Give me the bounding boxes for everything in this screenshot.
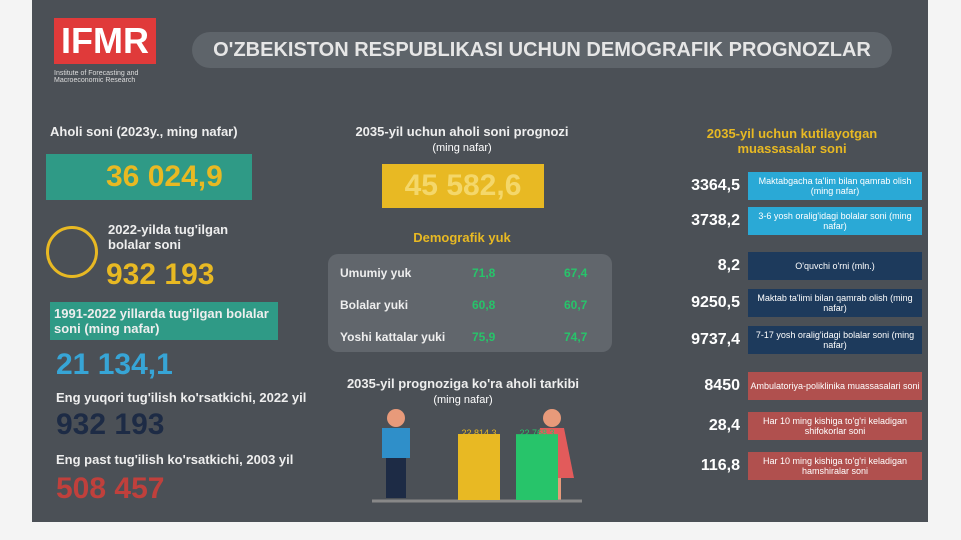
burden-row: Umumiy yuk 71,8 67,4 — [332, 258, 612, 286]
forecast-unit: (ming nafar) — [432, 142, 492, 154]
item-value: 9250,5 — [691, 294, 740, 311]
burden-label: Umumiy yuk — [340, 266, 412, 280]
item-row: 9737,4 7-17 yosh oralig'idagi bolalar son… — [652, 326, 922, 354]
population-label: Aholi soni (2023y., ming nafar) — [50, 124, 238, 139]
burden-value: 67,4 — [564, 266, 588, 280]
item-label: Maktabgacha ta'lim bilan qamrab olish (m… — [748, 172, 922, 200]
composition-chart: 22 814,3 22 768,3 — [372, 409, 582, 503]
births-total: 21 134,1 — [56, 348, 173, 381]
item-label: 3-6 yosh oralig'idagi bolalar soni (ming… — [748, 207, 922, 235]
item-value: 28,4 — [708, 417, 740, 434]
item-value: 116,8 — [700, 457, 740, 474]
item-label: 7-17 yosh oralig'idagi bolalar soni (min… — [748, 326, 922, 354]
infographic: IFMR Institute of Forecasting and Macroe… — [32, 0, 928, 522]
burden-value: 74,7 — [564, 330, 588, 344]
population-box — [46, 154, 252, 200]
burden-label: Yoshi kattalar yuki — [340, 330, 446, 344]
births-label: 2022-yilda tug'ilgan bolalar soni — [108, 222, 229, 252]
bar-label: 22 768,3 — [519, 428, 554, 438]
item-row: 116,8 Har 10 ming kishiga to'g'ri keladig… — [652, 452, 922, 480]
right-title: 2035-yil uchun kutilayotgan muassasalar … — [706, 126, 878, 156]
item-label: Har 10 ming kishiga to'g'ri keladigan sh… — [748, 412, 922, 440]
item-label: Maktab ta'limi bilan qamrab olish (ming … — [748, 289, 922, 317]
item-value: 3364,5 — [691, 177, 740, 194]
item-value: 8450 — [704, 377, 740, 394]
logo: IFMR — [54, 18, 156, 64]
logo-subtitle: Institute of Forecasting and Macroeconom… — [54, 70, 139, 84]
item-value: 3738,2 — [691, 212, 740, 229]
baby-icon — [46, 226, 98, 278]
min-label: Eng past tug'ilish ko'rsatkichi, 2003 yi… — [56, 452, 294, 467]
bar-label: 22 814,3 — [461, 428, 496, 438]
forecast: 45 582,6 — [382, 164, 544, 208]
burden-title: Demografik yuk — [413, 230, 511, 245]
burden-value: 60,8 — [472, 298, 496, 312]
item-row: 28,4 Har 10 ming kishiga to'g'ri keladiga… — [652, 412, 922, 440]
burden-table — [328, 254, 612, 352]
min: 508 457 — [56, 472, 165, 505]
burden-row: Yoshi kattalar yuki 75,9 74,7 — [332, 322, 612, 350]
population: 36 024,9 — [106, 160, 223, 193]
item-value: 9737,4 — [691, 331, 740, 348]
composition-title: 2035-yil prognoziga ko'ra aholi tarkibi — [346, 376, 580, 391]
item-label: Har 10 ming kishiga to'g'ri keladigan ha… — [748, 452, 922, 480]
forecast-label: 2035-yil uchun aholi soni prognozi — [355, 124, 569, 139]
item-value: 8,2 — [717, 257, 740, 274]
male-icon — [382, 409, 410, 498]
item-label: Ambulatoriya-poliklinika muassasalari so… — [748, 372, 922, 400]
burden-value: 60,7 — [564, 298, 588, 312]
item-row: 8450 Ambulatoriya-poliklinika muassasalar… — [652, 372, 922, 400]
item-row: 3364,5 Maktabgacha ta'lim bilan qamrab ol… — [652, 172, 922, 200]
item-row: 9250,5 Maktab ta'limi bilan qamrab olish … — [652, 289, 922, 317]
births-total-label: 1991-2022 yillarda tug'ilgan bolalar son… — [50, 302, 278, 340]
composition-unit: (ming nafar) — [433, 394, 493, 406]
burden-value: 71,8 — [472, 266, 496, 280]
item-row: 3738,2 3-6 yosh oralig'idagi bolalar soni… — [652, 207, 922, 235]
item-row: 8,2 O'quvchi o'rni (mln.) — [652, 252, 922, 280]
max-label: Eng yuqori tug'ilish ko'rsatkichi, 2022 … — [56, 390, 307, 405]
burden-row: Bolalar yuki 60,8 60,7 — [332, 290, 612, 318]
max: 932 193 — [56, 408, 165, 441]
item-label: O'quvchi o'rni (mln.) — [748, 252, 922, 280]
bar — [516, 434, 558, 500]
burden-label: Bolalar yuki — [340, 298, 409, 312]
burden-value: 75,9 — [472, 330, 496, 344]
title: O'ZBEKISTON RESPUBLIKASI UCHUN DEMOGRAFI… — [192, 32, 892, 68]
births: 932 193 — [106, 258, 215, 291]
bar — [458, 434, 500, 500]
